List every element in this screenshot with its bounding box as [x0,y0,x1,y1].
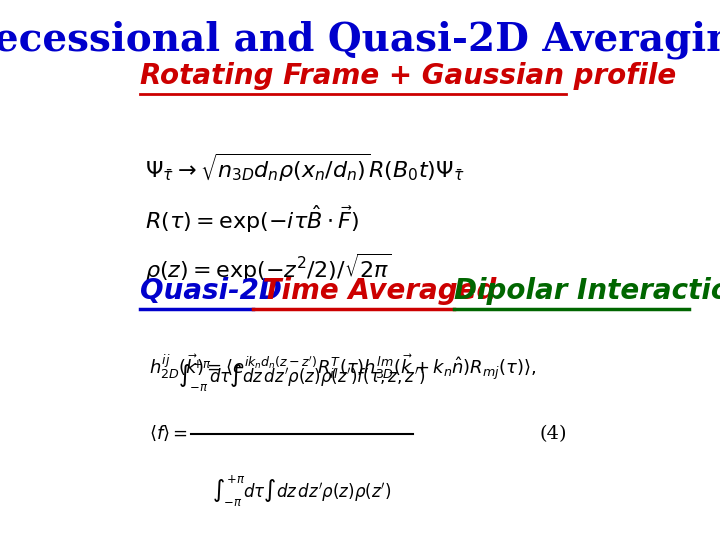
Text: Precessional and Quasi-2D Averaging: Precessional and Quasi-2D Averaging [0,20,720,59]
Text: $\Psi_{\bar{\tau}} \rightarrow \sqrt{n_{3D}d_n\rho(x_n/d_n)}R(B_0 t)\Psi_{\bar{\: $\Psi_{\bar{\tau}} \rightarrow \sqrt{n_{… [145,152,464,184]
Text: $\langle f \rangle =$: $\langle f \rangle =$ [149,424,188,443]
Text: Dipolar Interaction: Dipolar Interaction [454,277,720,305]
Text: $h_{2D}^{ij}(\vec{k}) = \langle e^{ik_n d_n(z-z')} R_{il}^T(\tau) h_{3D}^{lm}(\v: $h_{2D}^{ij}(\vec{k}) = \langle e^{ik_n … [149,353,536,383]
Text: $R(\tau) = \exp(-i\tau \hat{B} \cdot \vec{F})$: $R(\tau) = \exp(-i\tau \hat{B} \cdot \ve… [145,203,359,234]
Text: $\rho(z) = \exp(-z^2/2)/\sqrt{2\pi}$: $\rho(z) = \exp(-z^2/2)/\sqrt{2\pi}$ [145,251,392,284]
Text: Time Averaged: Time Averaged [253,277,506,305]
Text: $\int_{-\pi}^{+\pi} d\tau \int dz\,dz'\rho(z)\rho(z')$: $\int_{-\pi}^{+\pi} d\tau \int dz\,dz'\r… [212,474,392,509]
Text: (4): (4) [539,425,567,443]
Text: Rotating Frame + Gaussian profile: Rotating Frame + Gaussian profile [140,62,676,90]
Text: Quasi-2D: Quasi-2D [140,277,282,305]
Text: $\int_{-\pi}^{+\pi} d\tau \int dz\,dz'\rho(z)\rho(z')f(\tau,z,z')$: $\int_{-\pi}^{+\pi} d\tau \int dz\,dz'\r… [179,358,426,394]
